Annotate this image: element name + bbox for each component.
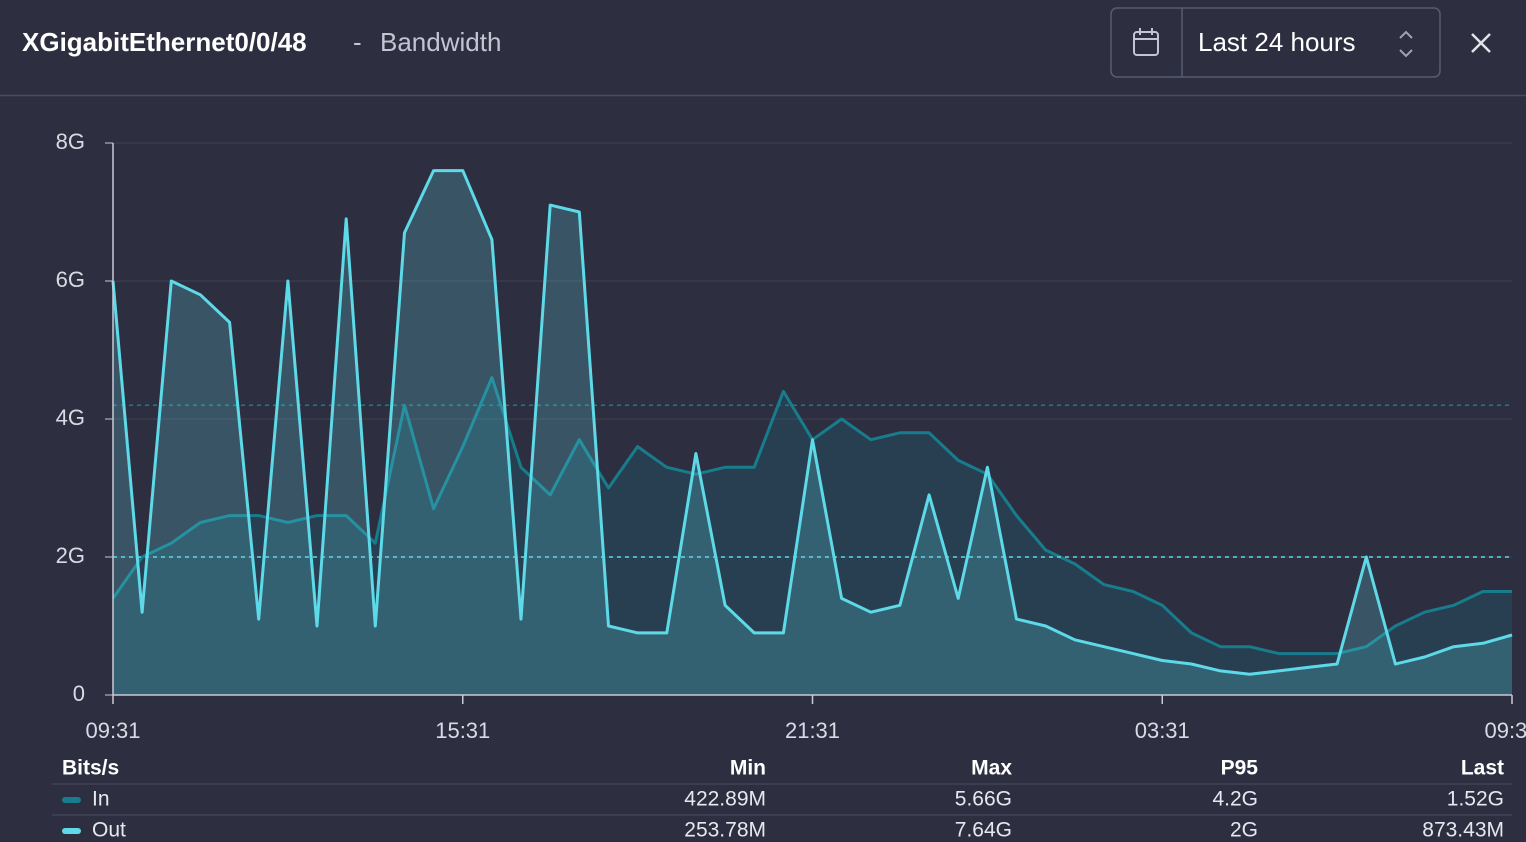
panel-title: XGigabitEthernet0/0/48 <box>22 27 307 57</box>
stats-table: Bits/s Min Max P95 Last In 422.89M 5.66G 4.2G 1.5… <box>52 757 1512 842</box>
line <box>111 169 1513 676</box>
legend-label: In <box>92 788 110 811</box>
legend-label: Out <box>92 819 126 842</box>
y-tick-label: 8G <box>56 129 85 154</box>
y-tick-label: 2G <box>56 543 85 568</box>
table-column-header: Max <box>971 757 1012 780</box>
table-cell: 4.2G <box>1212 788 1258 811</box>
title-separator: - <box>353 27 362 57</box>
range-picker-box[interactable] <box>1110 7 1441 78</box>
x-tick-label: 03:31 <box>1135 718 1190 743</box>
chart: 0 2G 4G 6G 8G 09:31 15:31 21:31 03:31 09:31 <box>56 129 1526 743</box>
range-picker[interactable]: Last 24 hours <box>1110 7 1441 78</box>
table-column-header: P95 <box>1221 757 1259 780</box>
close-button[interactable] <box>1471 33 1491 53</box>
x-tick-label: 09:31 <box>1484 718 1526 743</box>
table-column-header: Last <box>1461 757 1504 780</box>
panel-subtitle: Bandwidth <box>380 27 501 57</box>
x-tick-label: 09:31 <box>85 718 140 743</box>
table-cell: 1.52G <box>1447 788 1504 811</box>
table-cell: 873.43M <box>1422 819 1504 842</box>
table-cell: 2G <box>1230 819 1258 842</box>
x-tick-label: 15:31 <box>435 718 490 743</box>
area <box>113 170 1512 696</box>
y-tick-label: 0 <box>73 681 85 706</box>
table-unit: Bits/s <box>62 757 119 780</box>
area <box>113 377 1512 695</box>
table-cell: 7.64G <box>955 819 1012 842</box>
range-label[interactable]: Last 24 hours <box>1198 27 1356 57</box>
table-cell: 422.89M <box>684 788 766 811</box>
x-tick-label: 21:31 <box>785 718 840 743</box>
calendar-icon[interactable] <box>1133 28 1159 56</box>
y-tick-label: 4G <box>56 405 85 430</box>
y-tick-label: 6G <box>56 267 85 292</box>
table-cell: 253.78M <box>684 819 766 842</box>
table-column-header: Min <box>730 757 766 780</box>
table-cell: 5.66G <box>955 788 1012 811</box>
range-chevron[interactable] <box>1399 30 1413 58</box>
